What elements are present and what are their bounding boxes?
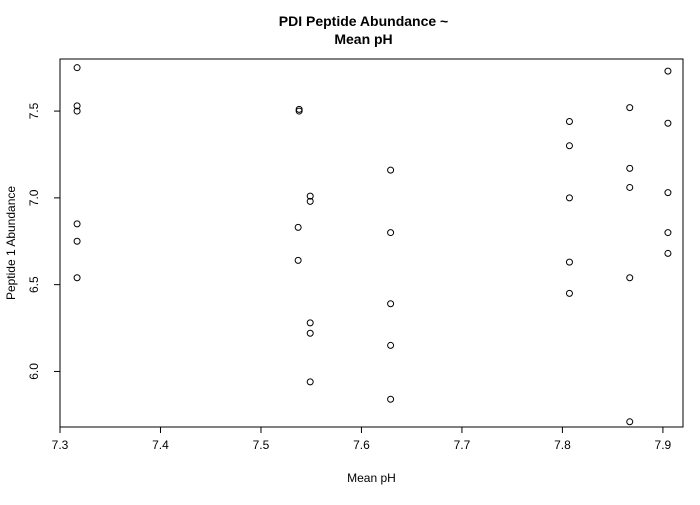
data-point (73, 102, 81, 110)
data-point (294, 223, 302, 231)
data-point (294, 256, 302, 264)
y-tick-label: 7.0 (27, 189, 41, 206)
x-tick-label: 7.5 (253, 438, 270, 452)
data-point (306, 197, 314, 205)
data-point (73, 274, 81, 282)
data-point (626, 183, 634, 191)
data-point (306, 319, 314, 327)
data-point (626, 418, 634, 426)
data-point (626, 164, 634, 172)
plot-frame (59, 58, 684, 428)
y-tick-label: 7.5 (27, 102, 41, 119)
data-point (664, 249, 672, 257)
y-tick-label: 6.5 (27, 276, 41, 293)
data-point (626, 274, 634, 282)
data-point (73, 220, 81, 228)
data-point (387, 395, 395, 403)
data-point (306, 329, 314, 337)
chart-title: PDI Peptide Abundance ~ (278, 13, 449, 29)
data-point (387, 229, 395, 237)
data-point (73, 237, 81, 245)
x-tick-label: 7.8 (554, 438, 571, 452)
data-point (387, 341, 395, 349)
data-point (565, 194, 573, 202)
y-axis-label: Peptide 1 Abundance (4, 185, 18, 301)
x-tick-label: 7.4 (152, 438, 169, 452)
x-tick-label: 7.9 (655, 438, 672, 452)
data-point (664, 67, 672, 75)
x-tick-label: 7.6 (353, 438, 370, 452)
data-point (565, 117, 573, 125)
data-point (306, 378, 314, 386)
chart-subtitle: Mean pH (334, 31, 393, 47)
x-axis-label: Mean pH (347, 471, 396, 485)
data-point (565, 258, 573, 266)
data-point (565, 142, 573, 150)
data-point (295, 107, 303, 115)
data-point (73, 107, 81, 115)
data-point (565, 289, 573, 297)
data-point (387, 166, 395, 174)
x-tick-label: 7.7 (454, 438, 471, 452)
data-point (664, 229, 672, 237)
data-point (73, 64, 81, 72)
data-point (664, 119, 672, 127)
data-point (626, 104, 634, 112)
data-point (664, 189, 672, 197)
x-tick-label: 7.3 (52, 438, 69, 452)
y-tick-label: 6.0 (27, 363, 41, 380)
data-point (306, 192, 314, 200)
data-point (387, 300, 395, 308)
